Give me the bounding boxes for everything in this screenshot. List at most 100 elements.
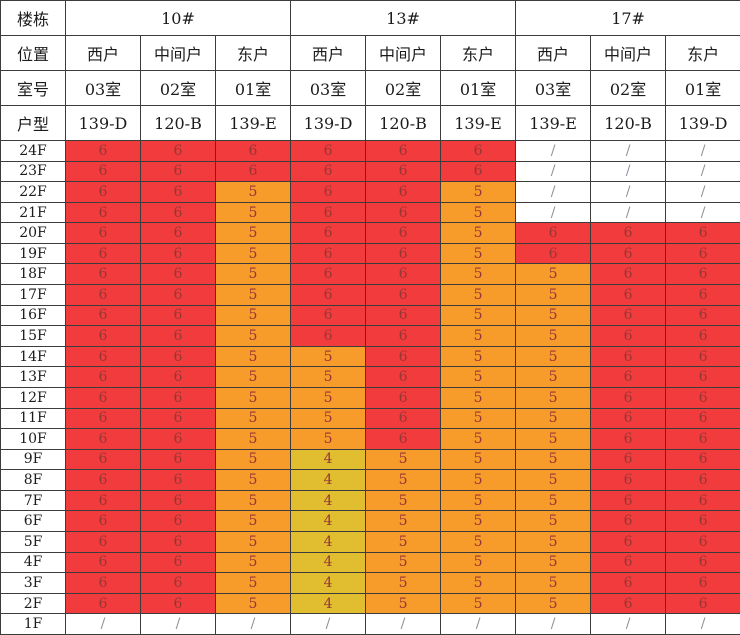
value-cell: 5 [515, 263, 592, 286]
value-cell: / [65, 613, 141, 635]
value-cell: 6 [590, 407, 667, 430]
value-cell: / [515, 160, 592, 183]
floor-label: 17F [0, 284, 66, 306]
value-cell: 6 [140, 592, 216, 615]
value-cell: 6 [590, 222, 667, 244]
value-cell: 5 [440, 263, 517, 286]
value-cell: 5 [440, 242, 517, 265]
value-cell: 6 [140, 530, 216, 553]
floor-label: 16F [0, 304, 66, 327]
plan-cell: 139-D [665, 105, 740, 141]
value-cell: 5 [214, 551, 292, 574]
value-cell: 5 [440, 592, 517, 615]
value-cell: 6 [140, 140, 216, 162]
floor-label: 3F [0, 572, 66, 594]
value-cell: 6 [140, 201, 216, 224]
value-cell: 6 [665, 304, 740, 327]
position-cell: 西户 [515, 35, 592, 71]
value-cell: / [515, 613, 592, 635]
value-cell: 6 [665, 592, 740, 615]
room-cell: 03室 [65, 70, 141, 106]
value-cell: 5 [440, 284, 517, 306]
floor-label: 8F [0, 469, 66, 491]
room-cell: 01室 [440, 70, 517, 106]
value-cell: 6 [590, 284, 667, 306]
value-cell: 6 [140, 510, 216, 532]
value-cell: 5 [440, 222, 517, 244]
floor-label: 12F [0, 386, 66, 409]
room-cell: 01室 [665, 70, 740, 106]
value-cell: 5 [365, 551, 442, 574]
floor-label: 15F [0, 325, 66, 347]
value-cell: 5 [214, 572, 292, 594]
value-cell: / [665, 140, 740, 162]
value-cell: 5 [440, 510, 517, 532]
value-cell: 6 [590, 428, 667, 450]
value-cell: 6 [665, 345, 740, 368]
value-cell: 6 [665, 428, 740, 450]
floor-label: 9F [0, 448, 66, 471]
floor-row: 12F 6 6 5 5 6 5 5 6 6 [0, 386, 740, 409]
floor-row: 16F 6 6 5 6 6 5 5 6 6 [0, 304, 740, 327]
floor-row: 24F 6 6 6 6 6 6// / [0, 140, 740, 162]
value-cell: 6 [665, 284, 740, 306]
floor-row: 15F 6 6 5 6 6 5 5 6 6 [0, 325, 740, 347]
floor-row: 1F / / / / / / / / / [0, 613, 740, 635]
value-cell: 6 [140, 407, 216, 430]
value-cell: 6 [140, 469, 216, 491]
value-cell: 5 [214, 181, 292, 203]
value-cell: 5 [214, 592, 292, 615]
room-cell: 02室 [365, 70, 442, 106]
value-cell: 6 [590, 345, 667, 368]
value-cell: 6 [65, 572, 141, 594]
plan-cell: 139-D [290, 105, 367, 141]
value-cell: 6 [290, 160, 367, 183]
plan-cell: 139-E [214, 105, 292, 141]
value-cell: 6 [665, 489, 740, 512]
value-cell: 5 [214, 407, 292, 430]
floor-label: 6F [0, 510, 66, 532]
value-cell: 6 [590, 304, 667, 327]
value-cell: 5 [290, 386, 367, 409]
value-cell: 6 [140, 551, 216, 574]
value-cell: 6 [65, 386, 141, 409]
room-cell: 01室 [214, 70, 292, 106]
value-cell: 6 [440, 140, 517, 162]
value-cell: 5 [440, 489, 517, 512]
floor-row: 14F 6 6 5 5 6 5 5 6 6 [0, 345, 740, 368]
value-cell: 6 [65, 469, 141, 491]
value-cell: 6 [665, 263, 740, 286]
floor-label: 20F [0, 222, 66, 244]
floor-label: 18F [0, 263, 66, 286]
floor-row: 17F 6 6 5 6 6 5 5 6 6 [0, 284, 740, 306]
position-cell: 中间户 [140, 35, 216, 71]
value-cell: 5 [515, 551, 592, 574]
plan-cell: 139-E [515, 105, 592, 141]
header-row-position: 位置 西户 中间户 东户 西户 中间户 东户 西户 中间户 东户 [0, 35, 740, 71]
value-cell: 6 [290, 263, 367, 286]
position-cell: 中间户 [590, 35, 667, 71]
floor-row: 21F 6 6 5 6 6 5// / [0, 201, 740, 224]
floor-row: 4F 6 6 5 4 5 5 5 6 6 [0, 551, 740, 574]
value-cell: / [515, 140, 592, 162]
value-cell: 6 [65, 284, 141, 306]
room-cell: 03室 [290, 70, 367, 106]
corner-label-plan: 户型 [0, 105, 66, 141]
table-body: 24F 6 6 6 6 6 6///23F 6 6 6 6 6 6///22F 6 6 5 6 6 5///21F 6… [0, 140, 740, 635]
value-cell: 5 [515, 304, 592, 327]
value-cell: 6 [515, 222, 592, 244]
value-cell: 6 [290, 284, 367, 306]
value-cell: / [440, 613, 517, 635]
value-cell: 6 [590, 386, 667, 409]
position-cell: 西户 [290, 35, 367, 71]
floor-label: 4F [0, 551, 66, 574]
value-cell: 5 [515, 572, 592, 594]
value-cell: 6 [65, 592, 141, 615]
value-cell: 6 [290, 201, 367, 224]
value-cell: 5 [365, 469, 442, 491]
value-cell: 5 [440, 572, 517, 594]
value-cell: 6 [290, 242, 367, 265]
floor-label: 21F [0, 201, 66, 224]
position-cell: 东户 [665, 35, 740, 71]
value-cell: 5 [515, 366, 592, 388]
